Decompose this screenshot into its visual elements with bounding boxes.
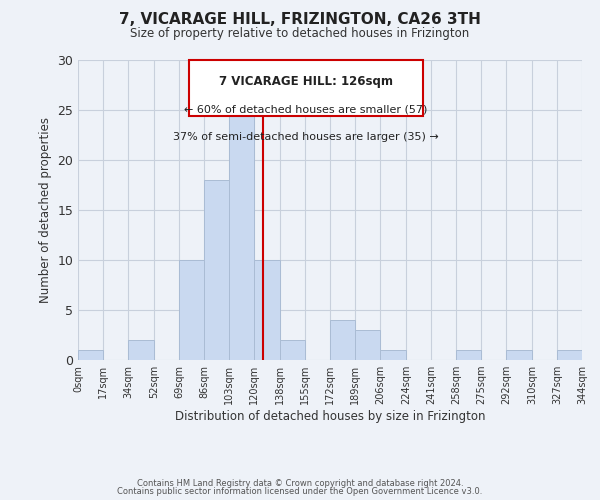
Bar xyxy=(456,350,481,360)
X-axis label: Distribution of detached houses by size in Frizington: Distribution of detached houses by size … xyxy=(175,410,485,423)
Text: 7 VICARAGE HILL: 126sqm: 7 VICARAGE HILL: 126sqm xyxy=(219,75,393,88)
Bar xyxy=(128,340,154,360)
Bar xyxy=(78,350,103,360)
Bar xyxy=(355,330,380,360)
Bar xyxy=(330,320,355,360)
Bar xyxy=(557,350,582,360)
Text: 7, VICARAGE HILL, FRIZINGTON, CA26 3TH: 7, VICARAGE HILL, FRIZINGTON, CA26 3TH xyxy=(119,12,481,28)
Bar xyxy=(179,260,204,360)
Bar xyxy=(380,350,406,360)
Text: Contains public sector information licensed under the Open Government Licence v3: Contains public sector information licen… xyxy=(118,487,482,496)
Bar xyxy=(254,260,280,360)
Y-axis label: Number of detached properties: Number of detached properties xyxy=(39,117,52,303)
FancyBboxPatch shape xyxy=(189,60,423,116)
Bar xyxy=(506,350,532,360)
Bar xyxy=(229,110,254,360)
Bar xyxy=(280,340,305,360)
Bar xyxy=(204,180,229,360)
Text: ← 60% of detached houses are smaller (57): ← 60% of detached houses are smaller (57… xyxy=(184,105,428,115)
Text: Size of property relative to detached houses in Frizington: Size of property relative to detached ho… xyxy=(130,28,470,40)
Text: Contains HM Land Registry data © Crown copyright and database right 2024.: Contains HM Land Registry data © Crown c… xyxy=(137,478,463,488)
Text: 37% of semi-detached houses are larger (35) →: 37% of semi-detached houses are larger (… xyxy=(173,132,439,142)
